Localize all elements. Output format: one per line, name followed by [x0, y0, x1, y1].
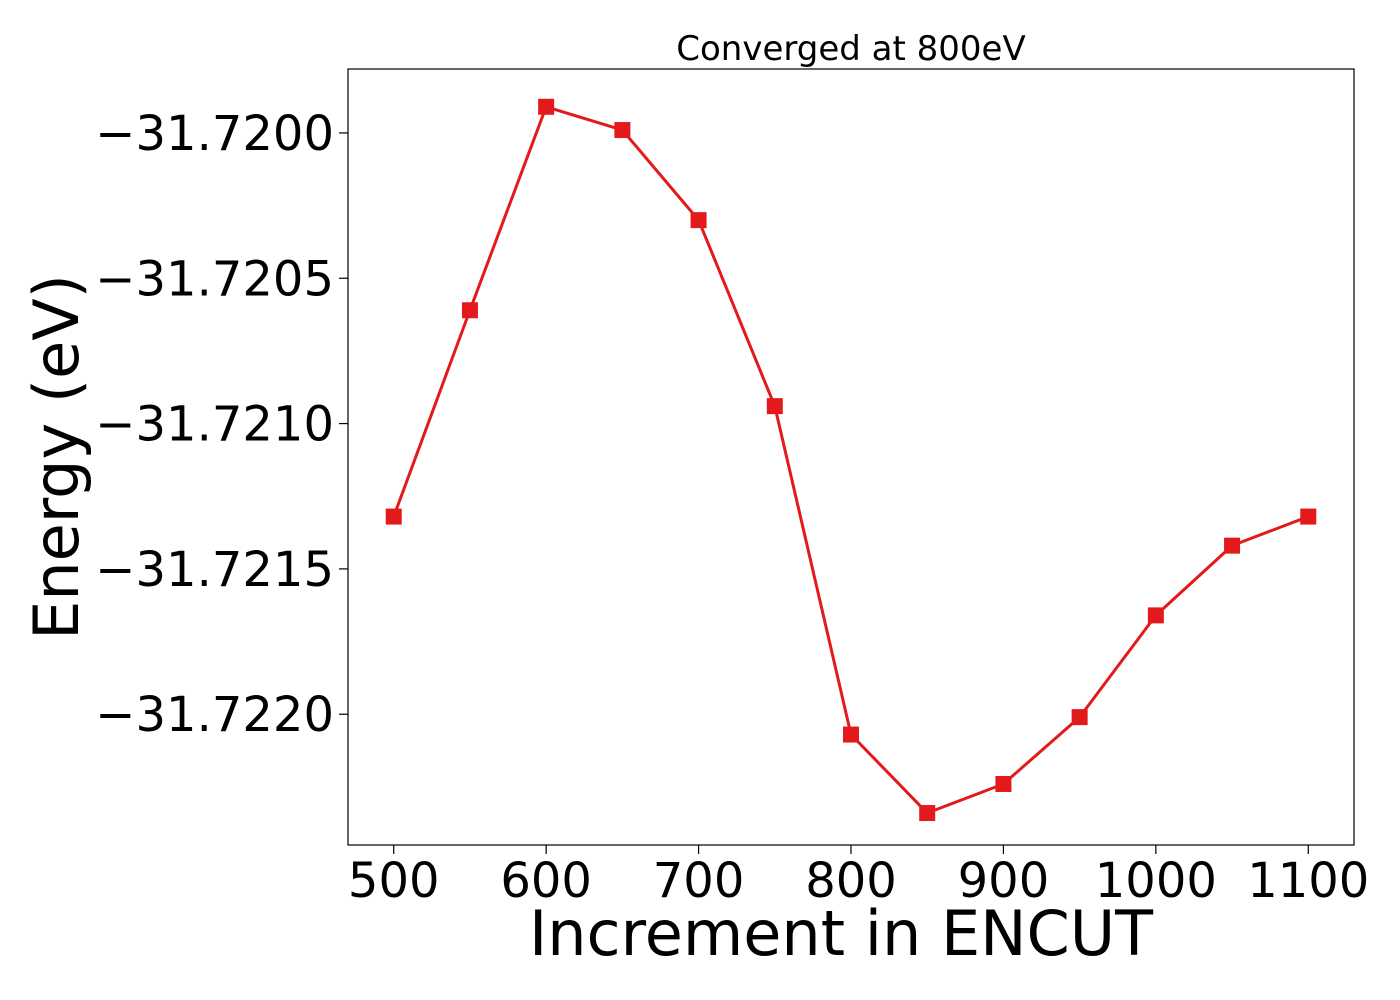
data-point-marker	[1300, 508, 1317, 525]
y-tick-label: −31.7220	[95, 687, 334, 743]
x-tick-label: 900	[958, 853, 1050, 909]
chart-title: Converged at 800eV	[676, 29, 1025, 69]
x-tick-label: 700	[653, 853, 745, 909]
y-tick-label: −31.7205	[95, 251, 334, 307]
y-axis: −31.7200 −31.7205 −31.7210 −31.7215 −31.7220	[95, 106, 348, 743]
x-tick-label: 1000	[1095, 853, 1217, 909]
y-tick-label: −31.7200	[95, 106, 334, 162]
x-tick-label: 600	[500, 853, 592, 909]
data-point-marker	[1071, 709, 1088, 726]
data-point-marker	[843, 726, 859, 743]
y-axis-label: Energy (eV)	[20, 274, 93, 640]
y-tick-label: −31.7210	[95, 397, 334, 453]
x-tick-label: 1100	[1247, 853, 1369, 909]
plot-area	[385, 98, 1317, 822]
data-point-marker	[385, 508, 402, 525]
data-point-marker	[538, 98, 555, 115]
x-tick-label: 500	[348, 853, 440, 909]
y-tick-label: −31.7215	[95, 542, 334, 598]
data-point-marker	[1147, 607, 1164, 624]
data-point-marker	[766, 398, 783, 415]
x-axis-label: Increment in ENCUT	[529, 897, 1154, 970]
data-point-marker	[1224, 537, 1241, 554]
x-tick-label: 800	[805, 853, 897, 909]
x-axis: 500 600 700 800 900 1000 1100	[348, 845, 1369, 909]
data-point-marker	[690, 212, 707, 229]
data-point-marker	[995, 775, 1012, 792]
data-point-marker	[461, 302, 478, 319]
data-point-marker	[919, 805, 936, 822]
data-point-marker	[614, 122, 631, 139]
